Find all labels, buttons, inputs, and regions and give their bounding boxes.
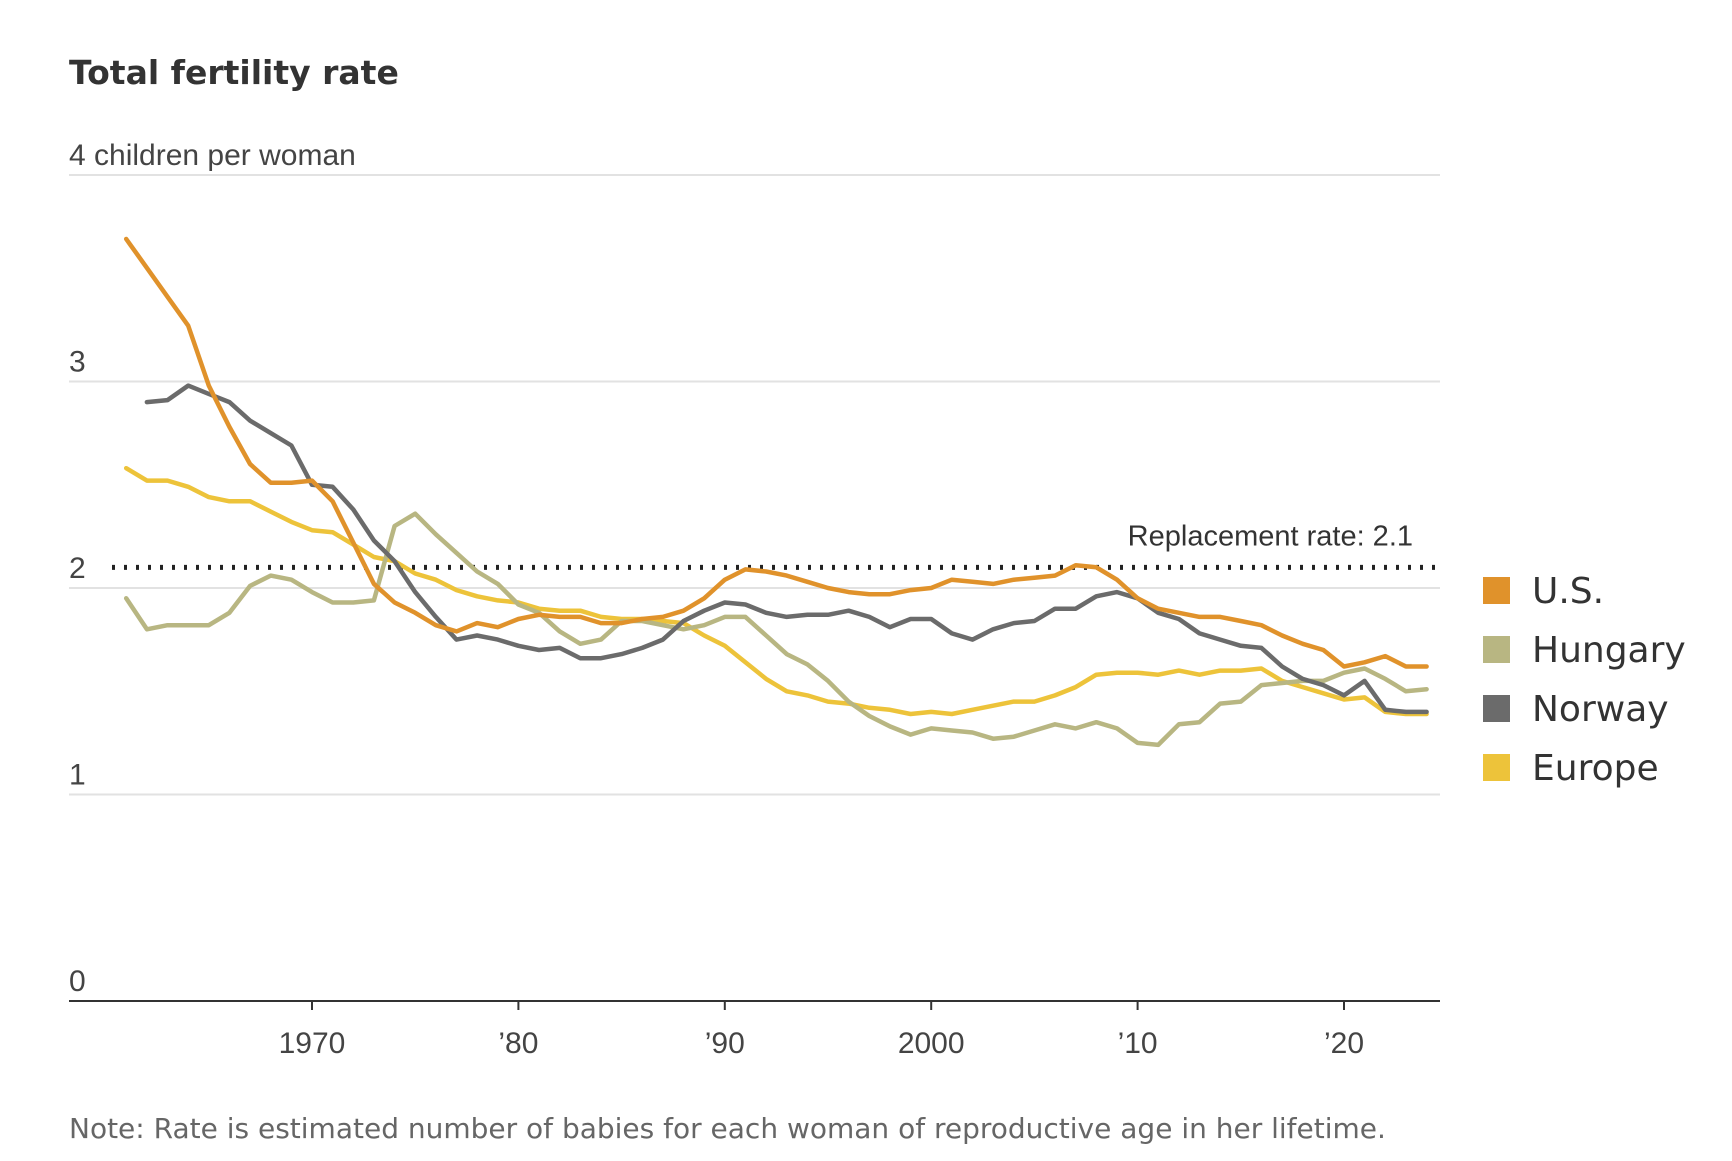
y-axis-labels: 4 children per woman 3 2 1 0 [69, 139, 356, 998]
series-lines [123, 236, 1429, 748]
x-tick-label: 2000 [898, 1027, 965, 1060]
legend-swatch [1483, 577, 1510, 604]
legend-label: Norway [1532, 689, 1669, 730]
gridlines [69, 174, 1440, 1002]
series-line-hungary [123, 511, 1429, 748]
x-tick-label: ’20 [1324, 1027, 1364, 1060]
legend-label: U.S. [1532, 571, 1604, 612]
legend-label: Europe [1532, 748, 1659, 789]
x-tick-label: ’10 [1118, 1027, 1158, 1060]
x-axis-labels: 1970 ’80 ’90 2000 ’10 ’20 [279, 1001, 1364, 1060]
replacement-rate-label: Replacement rate: 2.1 [1128, 520, 1413, 552]
series-line-us [123, 236, 1429, 669]
chart-title: Total fertility rate [69, 53, 399, 92]
y-tick-label: 3 [69, 346, 86, 379]
y-tick-label: 1 [69, 759, 86, 792]
y-tick-label: 0 [69, 965, 86, 998]
series-line-europe [123, 465, 1429, 717]
chart-note: Note: Rate is estimated number of babies… [69, 1112, 1386, 1145]
legend: U.S. Hungary Norway Europe [1483, 571, 1686, 789]
y-tick-label: 2 [69, 552, 86, 585]
legend-swatch [1483, 695, 1510, 722]
x-tick-label: ’80 [498, 1027, 538, 1060]
replacement-rate-line: Replacement rate: 2.1 [112, 520, 1440, 570]
legend-swatch [1483, 636, 1510, 663]
y-tick-label: 4 children per woman [69, 139, 356, 172]
x-tick-label: 1970 [279, 1027, 346, 1060]
x-tick-label: ’90 [705, 1027, 745, 1060]
series-line-norway [144, 383, 1429, 715]
legend-swatch [1483, 754, 1510, 781]
legend-label: Hungary [1532, 630, 1686, 671]
